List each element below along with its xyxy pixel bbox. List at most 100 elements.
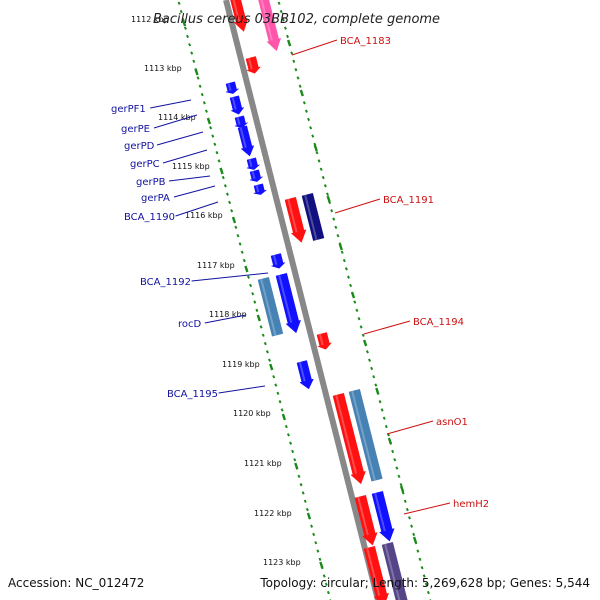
ring-dot [365,350,369,354]
ring-dot [342,258,346,263]
ring-dot [238,242,242,246]
ring-major-tick [281,413,287,421]
leader-line [191,272,269,282]
ring-major-tick [219,167,224,175]
ring-dot [286,433,290,437]
gene-arrow [246,157,260,170]
ring-dot [412,532,416,537]
leader-line [175,201,219,217]
ring-dot [296,76,300,80]
ring-major-tick [412,536,418,544]
genome-backbone [223,0,381,600]
kbp-tick-7: 1118 kbp [209,310,247,319]
ring-dot [299,482,303,487]
ring-dot [314,541,318,545]
outer-tick-ring [277,1,432,600]
ring-dot [290,51,294,55]
ring-dot [353,300,357,304]
ring-dot [397,474,401,479]
gene-arrow-highlight [260,278,277,336]
ring-dot [217,159,221,163]
ring-major-tick [338,243,343,251]
ring-dot [240,250,244,254]
ring-dot [344,267,348,271]
gene-arrow-highlight [287,198,298,233]
gene-arrow-highlight [357,496,369,536]
kbp-tick-labels: 1112 kbp 1113 kbp 1114 kbp 1115 kbp 1116 kbp… [131,15,301,567]
leader-line [403,502,451,515]
ring-dot [223,184,227,188]
leader-lines [150,39,451,515]
kbp-tick-8: 1119 kbp [222,360,260,369]
ring-major-tick [256,314,261,322]
ring-dot [318,557,322,562]
ring-dot [410,524,414,528]
ring-dot [336,233,340,238]
ring-dot [312,532,316,537]
gene-label-gerpc: gerPC [130,159,160,170]
ring-dot [332,217,336,221]
ring-dot [209,126,213,130]
ring-dot [422,574,426,578]
gene-arrow [316,332,333,350]
ring-dot [355,308,359,313]
gene-label-gerpd: gerPD [124,141,155,152]
ring-dot [242,258,246,263]
ring-dot [190,51,194,55]
kbp-tick-11: 1122 kbp [254,509,292,518]
gene-arrow-highlight [227,83,232,92]
gene-arrow [257,276,284,337]
ring-dot [230,209,234,213]
gene-label-bca-1192: BCA_1192 [140,277,191,288]
ring-dot [359,325,363,329]
gene-arrow [348,388,383,482]
ring-dot [272,375,276,379]
gene-arrow [354,494,378,546]
leader-line [162,149,208,164]
gene-label-gerpe: gerPE [121,124,150,135]
ring-dot [186,34,190,39]
gene-arrow-highlight [232,0,240,22]
genome-summary: Topology: circular; Length: 5,269,628 bp… [260,576,590,590]
kbp-tick-6: 1117 kbp [197,261,235,270]
kbp-tick-9: 1120 kbp [233,409,271,418]
ring-dot [261,333,265,337]
gene-label-asno1: asnO1 [436,417,468,428]
gene-label-bca-1191: BCA_1191 [383,195,434,206]
gene-arrow-highlight [255,185,260,193]
ring-dot [213,142,217,147]
ring-dot [188,43,192,47]
ring-dot [200,92,204,97]
ring-dot [315,150,319,155]
ring-dot [274,383,278,387]
gene-arrow-highlight [384,543,401,600]
gene-arrow-highlight [251,171,256,180]
ring-major-tick [375,387,380,395]
ring-major-tick [313,144,318,152]
ring-dot [349,283,353,288]
gene-arrow-highlight [260,0,273,41]
gene-labels: gerPF1 gerPE gerPD gerPC gerPB gerPA BCA_1190 B… [111,36,489,510]
ring-dot [317,159,321,163]
ring-dot [246,275,250,279]
gene-label-bca-1183: BCA_1183 [340,36,391,47]
ring-dot [418,557,422,562]
ring-dot [259,325,263,329]
leader-line [363,320,411,335]
inner-tick-ring [177,1,332,600]
ring-dot [225,192,229,196]
ring-dot [316,549,320,553]
ring-dot [236,233,240,238]
gene-arrow-highlight [351,390,376,481]
gene-arrow-highlight [278,274,293,323]
ring-dot [297,474,301,479]
ring-dot [322,574,326,578]
ring-dot [301,491,305,495]
ring-dot [303,499,307,503]
gene-arrow-highlight [272,255,278,266]
gene-arrow-highlight [236,117,241,126]
ring-dot [426,590,430,595]
gene-arrow [296,360,314,390]
gene-features [225,0,408,600]
